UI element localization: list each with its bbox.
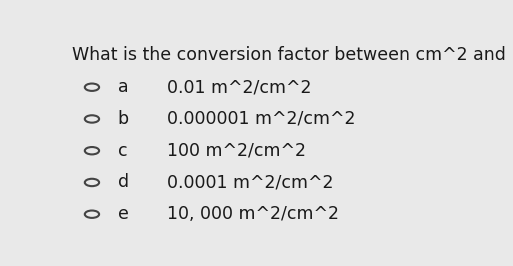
Text: 0.01 m^2/cm^2: 0.01 m^2/cm^2 — [167, 78, 312, 96]
Text: d: d — [118, 173, 129, 192]
Text: What is the conversion factor between cm^2 and m^2?: What is the conversion factor between cm… — [72, 46, 513, 64]
Text: a: a — [118, 78, 128, 96]
Text: 100 m^2/cm^2: 100 m^2/cm^2 — [167, 142, 306, 160]
Text: 0.000001 m^2/cm^2: 0.000001 m^2/cm^2 — [167, 110, 356, 128]
Text: b: b — [118, 110, 129, 128]
Text: 10, 000 m^2/cm^2: 10, 000 m^2/cm^2 — [167, 205, 340, 223]
Text: c: c — [118, 142, 127, 160]
Text: e: e — [118, 205, 129, 223]
Text: 0.0001 m^2/cm^2: 0.0001 m^2/cm^2 — [167, 173, 334, 192]
